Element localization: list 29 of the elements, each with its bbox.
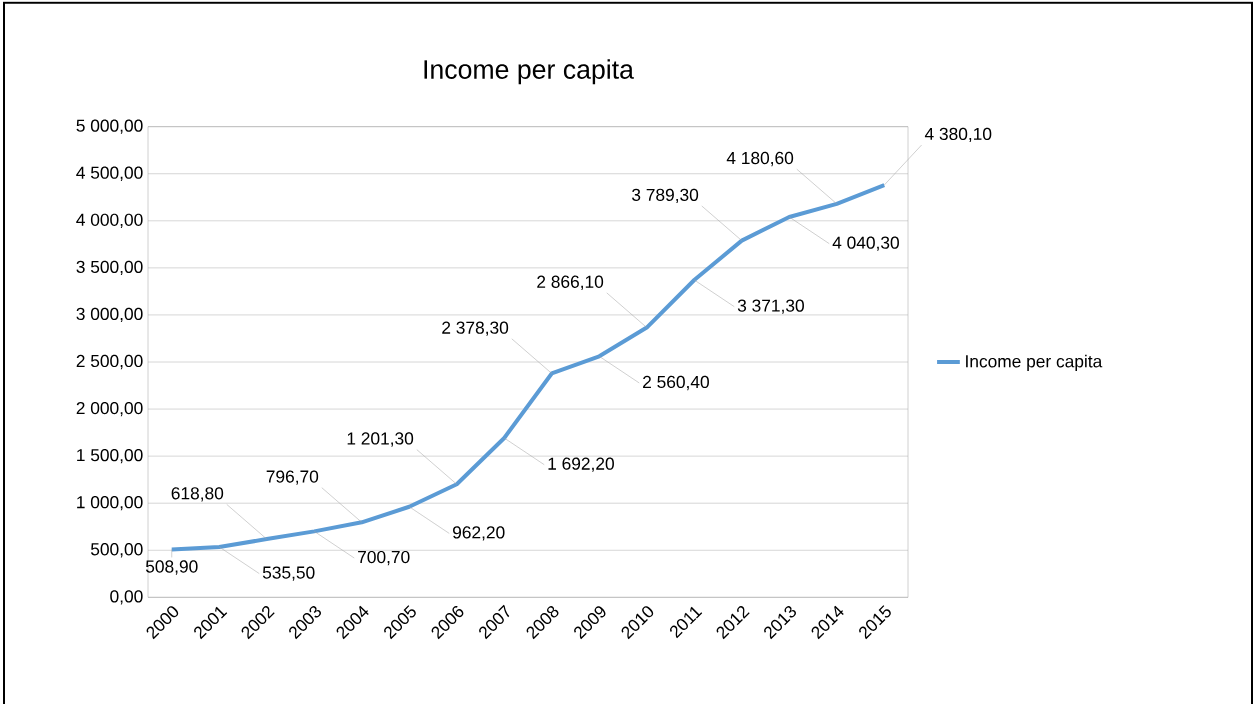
y-tick-label: 4 500,00: [76, 166, 143, 181]
y-tick-label: 2 000,00: [76, 401, 143, 417]
data-label: 508,90: [145, 560, 198, 575]
legend-label: Income per capita: [966, 354, 1103, 371]
data-label: 2 560,40: [643, 375, 709, 391]
data-label: 700,70: [358, 550, 410, 566]
data-label: 618,80: [171, 487, 224, 502]
chart-title: Income per capita: [424, 59, 634, 85]
data-label: 2 378,30: [442, 321, 509, 336]
y-tick-label: 5 000,00: [76, 119, 143, 134]
data-label: 1 201,30: [347, 432, 414, 447]
y-tick-label: 3 000,00: [76, 307, 143, 323]
y-tick-label: 500,00: [90, 543, 143, 558]
data-label: 535,50: [262, 566, 315, 581]
data-label: 3 371,30: [737, 299, 804, 314]
data-label: 4 180,60: [726, 151, 794, 167]
y-tick-label: 2 500,00: [76, 354, 143, 370]
data-label: 2 866,10: [537, 275, 604, 290]
data-label: 962,20: [453, 526, 505, 541]
data-label: 4 040,30: [832, 236, 899, 251]
data-label: 3 789,30: [632, 188, 699, 204]
y-tick-label: 0,00: [110, 590, 143, 605]
y-tick-label: 1 500,00: [77, 448, 143, 464]
y-tick-label: 3 500,00: [76, 260, 143, 276]
data-label: 4 380,10: [924, 127, 992, 143]
y-tick-label: 1 000,00: [77, 496, 143, 511]
y-tick-label: 4 000,00: [76, 213, 143, 228]
data-label: 796,70: [266, 470, 319, 485]
data-label: 1 692,20: [548, 457, 614, 472]
